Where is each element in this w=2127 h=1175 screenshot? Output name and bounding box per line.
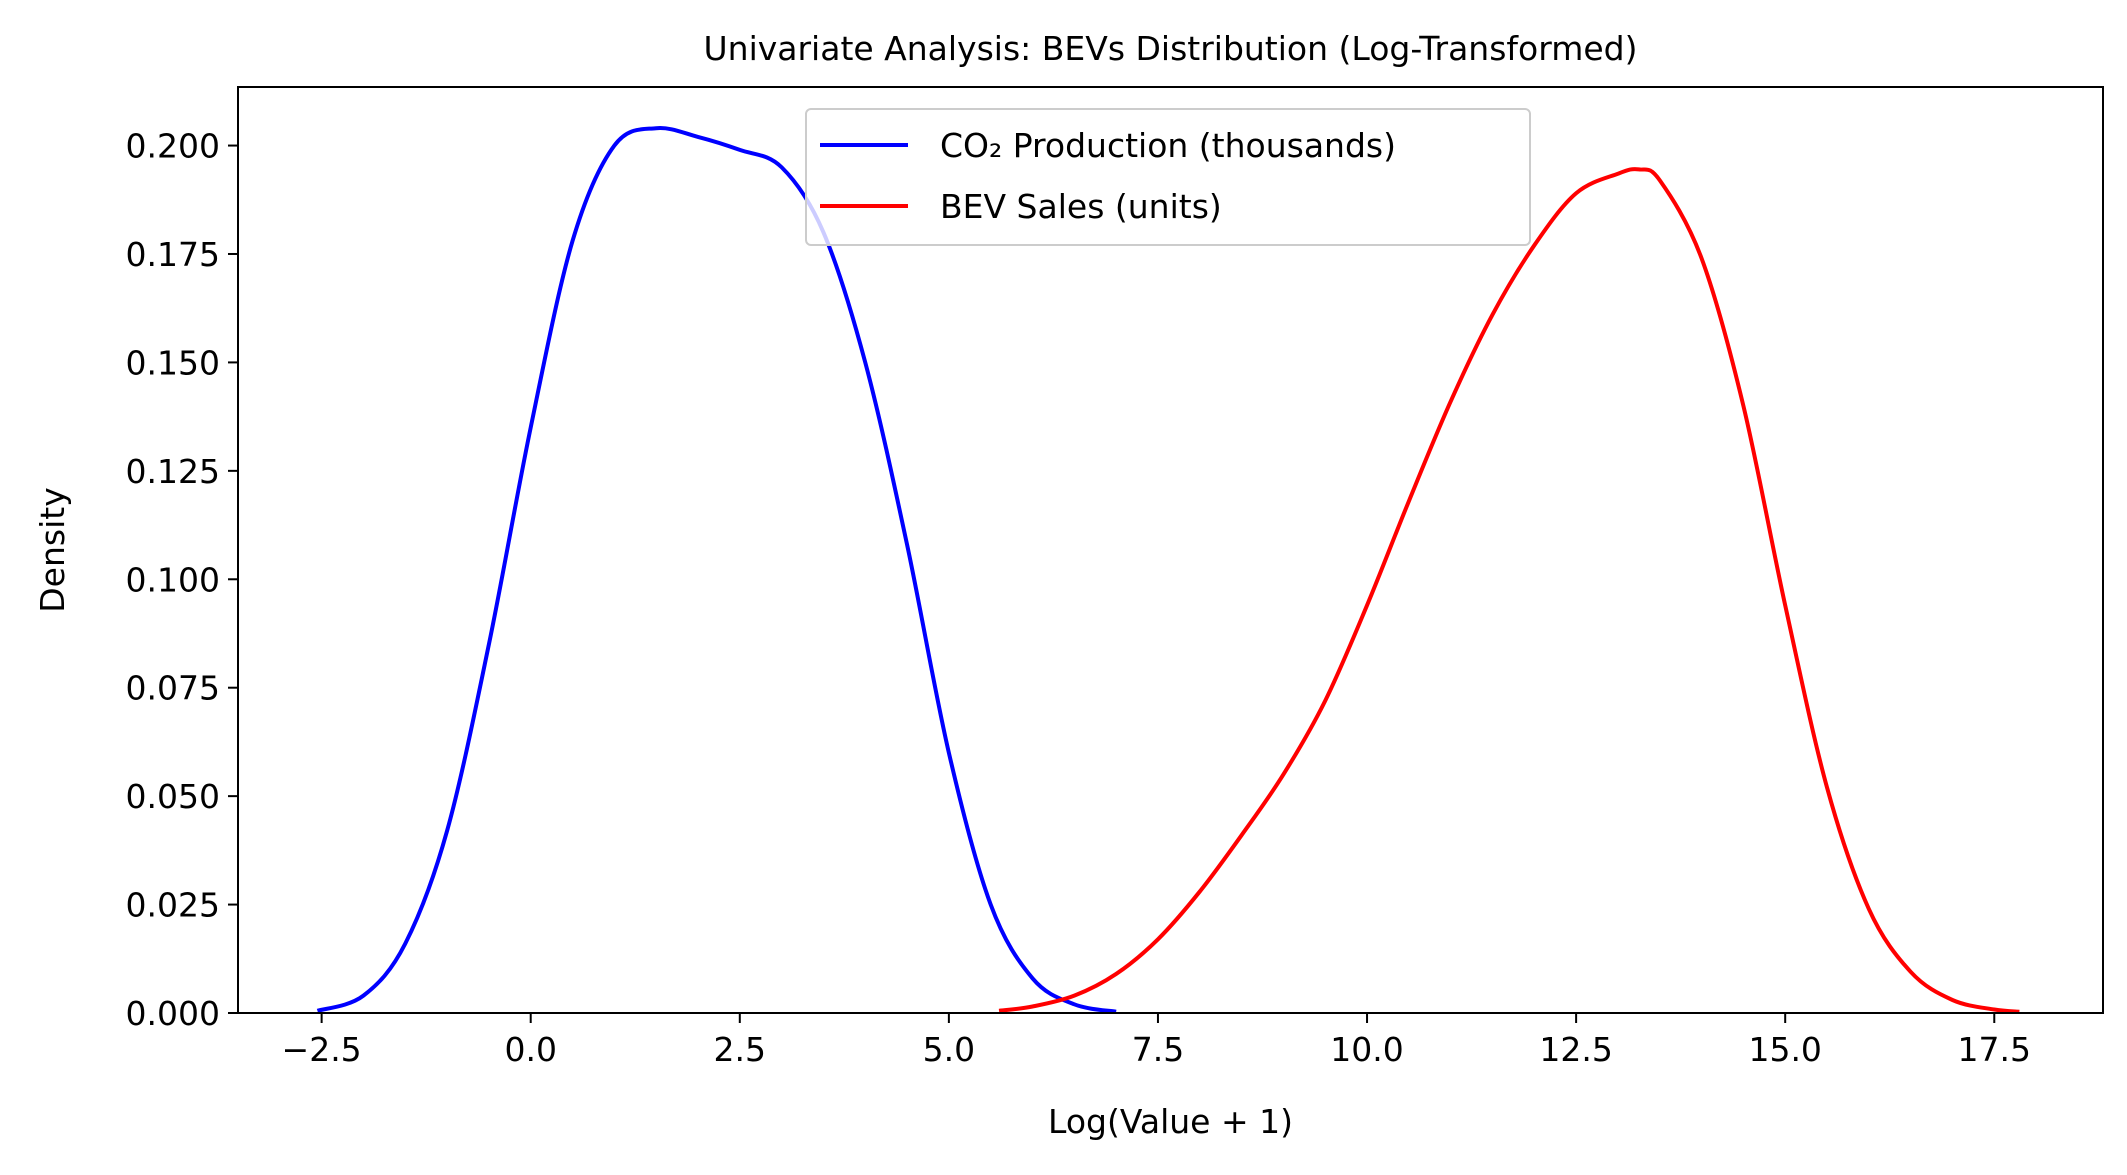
chart-title: Univariate Analysis: BEVs Distribution (… — [704, 29, 1638, 68]
y-tick-label: 0.200 — [126, 127, 220, 166]
y-tick-label: 0.075 — [126, 669, 220, 708]
plot-spines — [237, 86, 2104, 1014]
x-axis: −2.5 0.0 2.5 5.0 7.5 10.0 12.5 15.0 17.5 — [282, 1013, 2031, 1069]
y-axis-label: Density — [33, 487, 72, 612]
y-tick-label: 0.025 — [126, 886, 220, 925]
plot-frame — [237, 86, 2104, 1014]
series-group — [316, 126, 2020, 1014]
y-tick-label: 0.000 — [126, 994, 220, 1033]
y-tick-label: 0.125 — [126, 452, 220, 491]
x-tick-label: 17.5 — [1958, 1030, 2031, 1069]
series-line-bev-sales — [998, 167, 2020, 1014]
legend-box — [805, 108, 1531, 246]
x-tick-label: −2.5 — [282, 1030, 362, 1069]
x-tick-label: 5.0 — [923, 1030, 975, 1069]
series-line-co2-production — [316, 126, 1117, 1014]
x-tick-label: 10.0 — [1330, 1030, 1403, 1069]
x-tick-label: 15.0 — [1748, 1030, 1821, 1069]
legend-label: CO₂ Production (thousands) — [940, 126, 1396, 165]
x-tick-label: 7.5 — [1132, 1030, 1184, 1069]
legend-label: BEV Sales (units) — [940, 187, 1222, 226]
y-tick-label: 0.050 — [126, 777, 220, 816]
legend: CO₂ Production (thousands) BEV Sales (uni… — [805, 108, 1531, 246]
x-tick-label: 0.0 — [504, 1030, 556, 1069]
y-tick-label: 0.100 — [126, 560, 220, 599]
x-tick-label: 12.5 — [1539, 1030, 1612, 1069]
y-axis: 0.000 0.025 0.050 0.075 0.100 0.125 0.150 0.175… — [126, 127, 238, 1033]
x-tick-label: 2.5 — [714, 1030, 766, 1069]
y-tick-label: 0.175 — [126, 235, 220, 274]
x-axis-label: Log(Value + 1) — [1048, 1102, 1293, 1141]
y-tick-label: 0.150 — [126, 343, 220, 382]
